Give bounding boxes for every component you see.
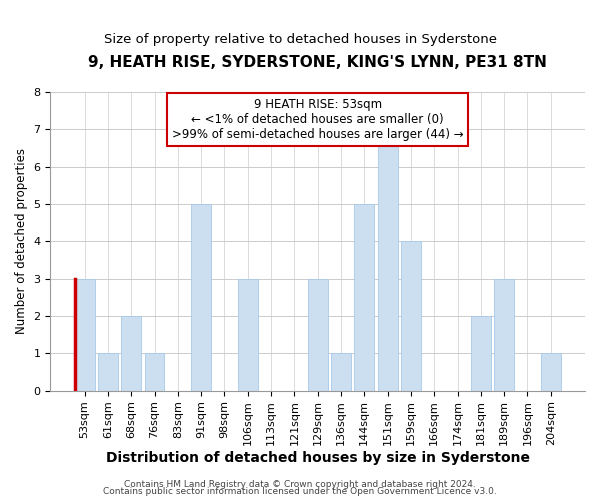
Bar — [471, 316, 491, 390]
Bar — [494, 278, 514, 390]
Text: Contains HM Land Registry data © Crown copyright and database right 2024.: Contains HM Land Registry data © Crown c… — [124, 480, 476, 489]
Bar — [331, 354, 351, 391]
Text: 9 HEATH RISE: 53sqm
← <1% of detached houses are smaller (0)
>99% of semi-detach: 9 HEATH RISE: 53sqm ← <1% of detached ho… — [172, 98, 464, 141]
Bar — [378, 130, 398, 390]
Text: Contains public sector information licensed under the Open Government Licence v3: Contains public sector information licen… — [103, 487, 497, 496]
Bar — [145, 354, 164, 391]
Y-axis label: Number of detached properties: Number of detached properties — [15, 148, 28, 334]
Title: 9, HEATH RISE, SYDERSTONE, KING'S LYNN, PE31 8TN: 9, HEATH RISE, SYDERSTONE, KING'S LYNN, … — [88, 55, 547, 70]
Bar — [308, 278, 328, 390]
Bar — [98, 354, 118, 391]
Bar — [355, 204, 374, 390]
Bar — [238, 278, 257, 390]
X-axis label: Distribution of detached houses by size in Syderstone: Distribution of detached houses by size … — [106, 451, 530, 465]
Bar — [191, 204, 211, 390]
Text: Size of property relative to detached houses in Syderstone: Size of property relative to detached ho… — [104, 32, 497, 46]
Bar — [121, 316, 141, 390]
Bar — [75, 278, 95, 390]
Bar — [401, 242, 421, 390]
Bar — [541, 354, 561, 391]
